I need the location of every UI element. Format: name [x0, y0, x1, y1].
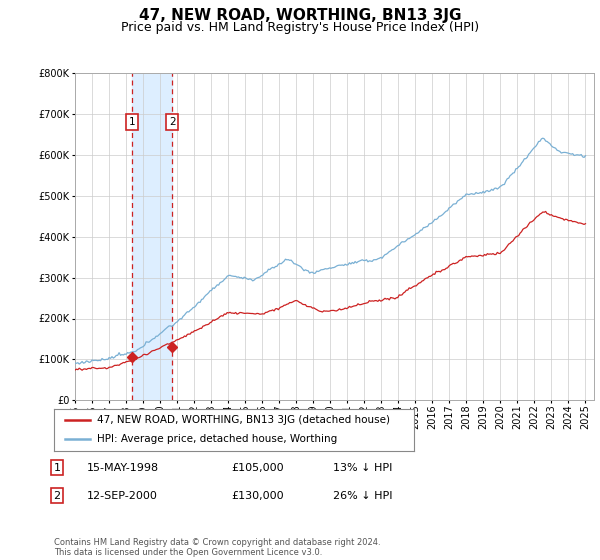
Text: 12-SEP-2000: 12-SEP-2000 [87, 491, 158, 501]
Text: 15-MAY-1998: 15-MAY-1998 [87, 463, 159, 473]
Text: £105,000: £105,000 [231, 463, 284, 473]
Text: 47, NEW ROAD, WORTHING, BN13 3JG: 47, NEW ROAD, WORTHING, BN13 3JG [139, 8, 461, 24]
Text: Contains HM Land Registry data © Crown copyright and database right 2024.
This d: Contains HM Land Registry data © Crown c… [54, 538, 380, 557]
Text: Price paid vs. HM Land Registry's House Price Index (HPI): Price paid vs. HM Land Registry's House … [121, 21, 479, 34]
Text: 1: 1 [53, 463, 61, 473]
Bar [133, 73, 172, 400]
Text: £130,000: £130,000 [231, 491, 284, 501]
Text: 47, NEW ROAD, WORTHING, BN13 3JG (detached house): 47, NEW ROAD, WORTHING, BN13 3JG (detach… [97, 415, 390, 425]
Text: 2: 2 [53, 491, 61, 501]
Text: HPI: Average price, detached house, Worthing: HPI: Average price, detached house, Wort… [97, 435, 337, 445]
Text: 13% ↓ HPI: 13% ↓ HPI [333, 463, 392, 473]
Text: 1: 1 [129, 117, 136, 127]
Text: 26% ↓ HPI: 26% ↓ HPI [333, 491, 392, 501]
Text: 2: 2 [169, 117, 175, 127]
